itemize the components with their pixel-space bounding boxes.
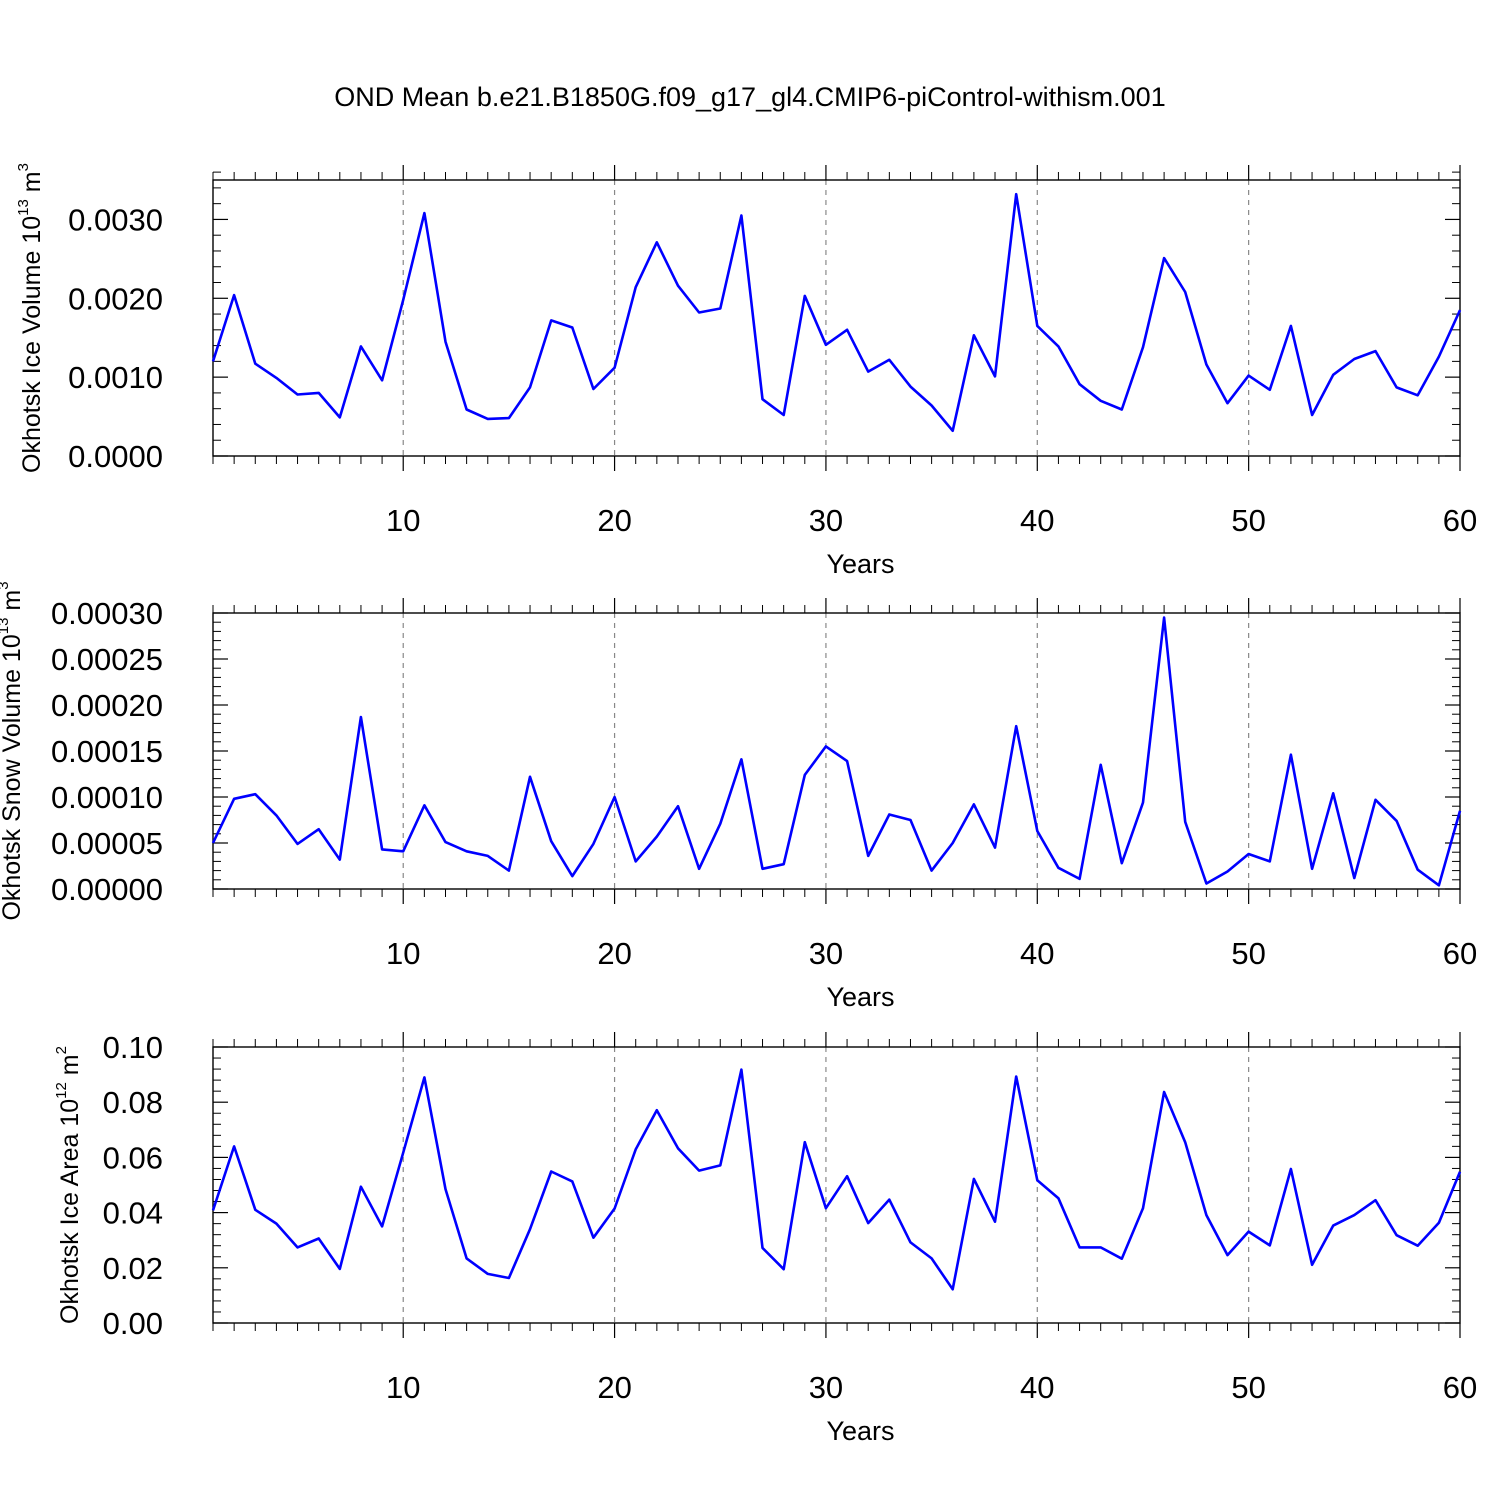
x-axis-label: Years [826,1416,894,1446]
y-tick-label: 0.0020 [68,281,163,316]
y-axis-label: Okhotsk Ice Area 1012 m2 [53,1046,84,1324]
x-tick-label: 40 [1020,936,1054,971]
plot-frame [212,1046,1461,1324]
y-tick-label: 0.00005 [51,826,163,861]
y-tick-label: 0.0030 [68,202,163,237]
x-tick-label: 10 [386,1370,420,1405]
y-tick-label: 0.00015 [51,734,163,769]
plot-frame [212,612,1461,890]
x-tick-label: 20 [597,1370,631,1405]
y-tick-label: 0.00025 [51,642,163,677]
y-axis-label-exponent: 13 [0,618,12,635]
x-tick-label: 50 [1231,1370,1265,1405]
x-tick-label: 50 [1231,936,1265,971]
x-tick-label: 30 [809,503,843,538]
chart-title: OND Mean b.e21.B1850G.f09_g17_gl4.CMIP6-… [334,82,1165,112]
y-tick-label: 0.10 [103,1030,163,1065]
y-axis-label-text: Okhotsk Ice Volume 10 [18,216,46,473]
data-series-line [211,616,1462,887]
y-tick-label: 0.0000 [68,439,163,474]
data-series-line [211,192,1462,433]
y-axis-label-text: m [0,590,26,618]
plot-frame [212,179,1461,457]
y-tick-label: 0.08 [103,1085,163,1120]
y-tick-label: 0.00030 [51,596,163,631]
y-axis-label-text: m [18,171,46,199]
y-axis-label-text: m [56,1054,84,1082]
y-tick-label: 0.02 [103,1251,163,1286]
x-tick-label: 60 [1443,936,1477,971]
y-axis-label-exponent: 2 [53,1046,70,1054]
x-tick-label: 60 [1443,1370,1477,1405]
y-tick-label: 0.00000 [51,872,163,907]
x-tick-label: 20 [597,503,631,538]
x-tick-label: 10 [386,936,420,971]
y-axis-label: Okhotsk Ice Volume 1013 m3 [15,163,46,473]
y-tick-label: 0.00010 [51,780,163,815]
y-tick-label: 0.06 [103,1140,163,1175]
chart-panel-2: 10 20 30 40 50 60 0.00000 0.00005 0.00010 0.00015… [0,581,1477,1012]
x-tick-label: 20 [597,936,631,971]
x-tick-label: 10 [386,503,420,538]
x-tick-label: 30 [809,1370,843,1405]
y-axis-label-exponent: 13 [15,199,32,216]
x-tick-label: 40 [1020,503,1054,538]
y-tick-label: 0.00 [103,1306,163,1341]
chart-panel-1: 10 20 30 40 50 60 0.0000 0.0010 0.0020 0.0030 Year… [15,163,1477,579]
y-tick-label: 0.00020 [51,688,163,723]
chart-panel-3: 10 20 30 40 50 60 0.00 0.02 0.04 0.06 0.08 0.10 Year… [53,1030,1477,1446]
y-axis-label: Okhotsk Snow Volume 1013 m3 [0,581,26,920]
y-tick-label: 0.0010 [68,360,163,395]
data-series-line [211,1068,1462,1291]
y-axis-label-text: Okhotsk Snow Volume 10 [0,634,26,920]
x-tick-label: 50 [1231,503,1265,538]
x-axis-label: Years [826,982,894,1012]
x-tick-label: 40 [1020,1370,1054,1405]
y-axis-label-exponent: 3 [15,163,32,171]
y-axis-label-exponent: 12 [53,1082,70,1099]
x-tick-label: 30 [809,936,843,971]
x-tick-label: 60 [1443,503,1477,538]
y-tick-label: 0.04 [103,1196,163,1231]
y-axis-label-text: Okhotsk Ice Area 10 [56,1099,84,1324]
x-axis-label: Years [826,549,894,579]
y-axis-label-exponent: 3 [0,581,12,589]
